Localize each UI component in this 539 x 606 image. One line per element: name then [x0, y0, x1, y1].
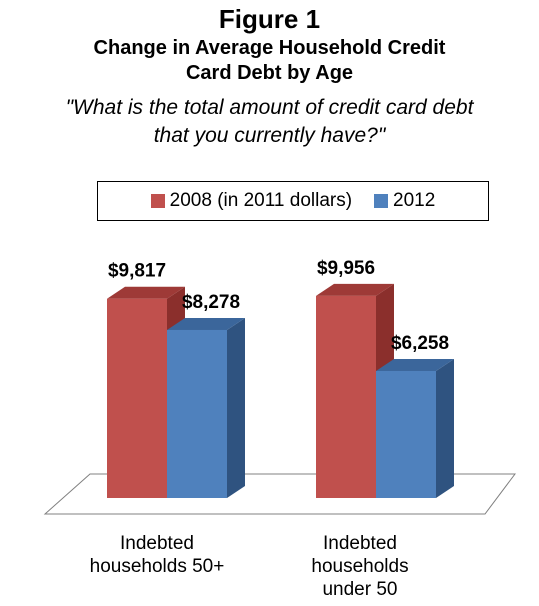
- category-label-line: Indebted: [323, 533, 397, 554]
- bar-series-0-cat-1-front: [316, 295, 376, 498]
- bar-series-1-cat-1-front: [376, 370, 436, 498]
- category-label-line: households 50+: [89, 556, 225, 577]
- value-label-series-1-cat-1: $6,258: [391, 333, 449, 354]
- value-label-series-1-cat-0: $8,278: [182, 292, 240, 313]
- chart-title-line-2: Card Debt by Age: [185, 62, 354, 84]
- bar-series-1-cat-1-top: [376, 358, 454, 371]
- legend-label-2008: 2008 (in 2011 dollars): [169, 190, 353, 211]
- figure-label: Figure 1: [218, 4, 321, 34]
- legend-item-2012: 2012: [374, 190, 435, 212]
- category-label-line: Indebted: [120, 533, 194, 554]
- category-label-line: households: [311, 556, 409, 577]
- chart-title-line-1: Change in Average Household Credit: [93, 37, 446, 59]
- value-label-series-0-cat-0: $9,817: [108, 261, 166, 282]
- category-label-under-50: Indebted households under 50: [265, 532, 455, 601]
- category-label-line: under 50: [322, 579, 398, 600]
- bar-series-0-cat-1-top: [316, 283, 394, 296]
- bar-series-0-cat-0-front: [107, 298, 167, 498]
- chart-subtitle-line-1: "What is the total amount of credit card…: [65, 96, 474, 119]
- bar-series-1-cat-0-side: [227, 317, 245, 498]
- chart-legend: 2008 (in 2011 dollars) 2012: [97, 181, 489, 221]
- bar-series-0-cat-0-top: [107, 286, 185, 299]
- legend-swatch-2008: [150, 194, 165, 208]
- legend-swatch-2012: [374, 194, 389, 208]
- legend-item-2008: 2008 (in 2011 dollars): [150, 190, 353, 212]
- value-label-series-0-cat-1: $9,956: [317, 258, 375, 279]
- bar-series-1-cat-0-front: [167, 329, 227, 498]
- bar-series-1-cat-1-side: [436, 358, 454, 498]
- bar-series-1-cat-0-top: [167, 317, 245, 330]
- legend-label-2012: 2012: [393, 190, 436, 211]
- category-label-50-plus: Indebted households 50+: [62, 532, 252, 578]
- chart-subtitle-line-2: that you currently have?": [153, 124, 386, 147]
